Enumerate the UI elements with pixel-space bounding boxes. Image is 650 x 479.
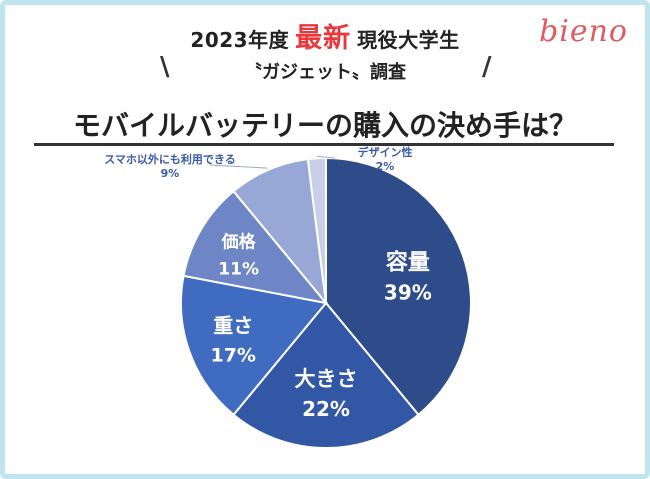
header-highlight: 最新 (295, 23, 352, 54)
header-subject: 現役大学生 (357, 28, 460, 52)
slice-value-label: 9% (161, 167, 180, 180)
pie-slice (232, 301, 420, 449)
pie-slice (232, 158, 328, 307)
survey-name: 〝ガジェット〟調査 (244, 62, 406, 83)
survey-header: 2023年度 最新 現役大学生 (0, 16, 650, 55)
pie-slice (325, 156, 472, 417)
slice-value-label: 17% (210, 344, 255, 366)
slice-label: 価格 (221, 231, 257, 252)
pie-slice (306, 156, 327, 304)
decorative-slash-left: \ (160, 52, 170, 82)
pie-slice (180, 274, 328, 417)
slice-value-label: 22% (302, 397, 350, 421)
chart-title: モバイルバッテリーの購入の決め手は？ (72, 109, 577, 142)
decorative-slash-right: / (482, 52, 492, 82)
slice-value-label: 2% (376, 160, 395, 173)
leader-line (316, 155, 336, 159)
slice-label: 容量 (386, 250, 430, 276)
slice-label: スマホ以外にも利用できる (104, 152, 235, 166)
pie-slice (182, 189, 329, 305)
leader-line (209, 164, 268, 169)
slice-label: 重さ (213, 313, 253, 337)
slice-value-label: 39% (384, 281, 432, 305)
slice-label: 大きさ (295, 367, 358, 391)
header-year: 2023年度 (190, 28, 290, 52)
slice-value-label: 11% (218, 259, 259, 279)
brand-logo: bieno (539, 14, 628, 49)
slice-label: デザイン性 (358, 145, 413, 159)
title-underline (34, 143, 614, 146)
